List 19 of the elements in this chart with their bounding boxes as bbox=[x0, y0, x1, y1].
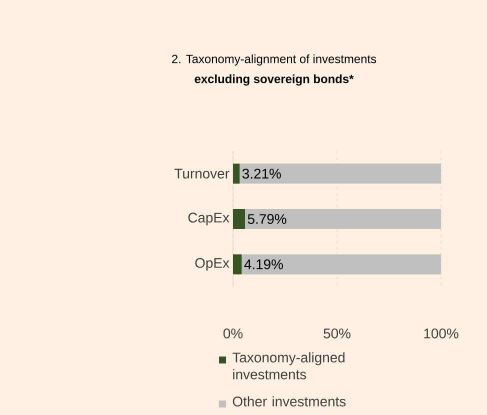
bar bbox=[245, 209, 442, 229]
legend-label: Taxonomy-aligned investments bbox=[232, 352, 344, 380]
y-tick-label: CapEx bbox=[188, 212, 230, 226]
x-tick-label: 0% bbox=[223, 328, 243, 338]
chart-title: 2. Taxonomy-alignment of investments bbox=[172, 54, 376, 66]
bar bbox=[233, 254, 242, 274]
y-tick-label: OpEx bbox=[195, 258, 230, 271]
data-label: 5.79% bbox=[248, 214, 286, 224]
x-tick-label: 50% bbox=[324, 328, 350, 338]
data-label: 4.19% bbox=[244, 259, 283, 270]
data-label: 3.21% bbox=[242, 168, 281, 179]
bar bbox=[240, 164, 442, 184]
bar bbox=[233, 164, 240, 184]
bar bbox=[242, 254, 442, 274]
y-tick-label: Turnover bbox=[174, 168, 230, 179]
x-tick-label: 100% bbox=[424, 328, 458, 338]
chart-subtitle: excluding sovereign bonds* bbox=[194, 74, 354, 86]
legend-label: Other investments bbox=[232, 396, 346, 406]
bar bbox=[233, 209, 246, 229]
